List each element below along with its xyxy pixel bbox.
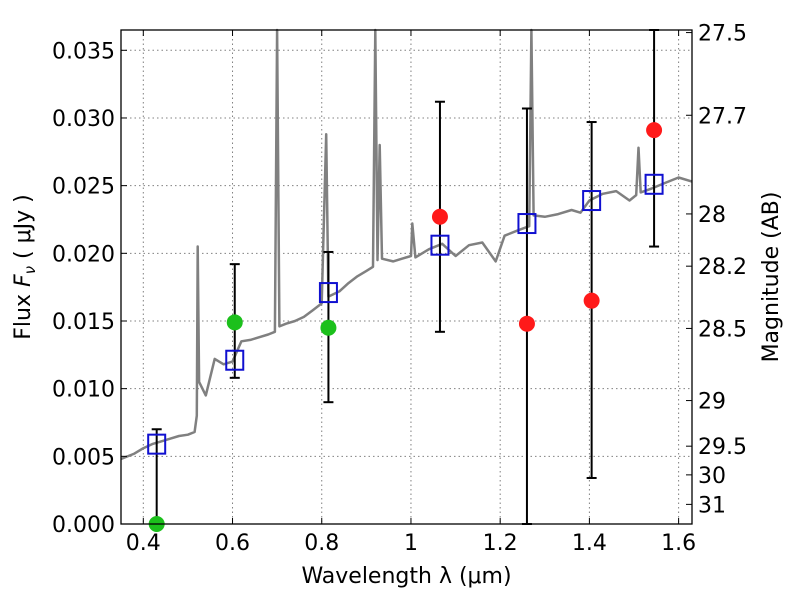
red-data-point [646,122,663,139]
red-data-point [583,292,600,309]
magnitude-tick-label: 29.5 [698,435,747,460]
y-tick-label: 0.025 [52,175,115,200]
magnitude-tick-label: 29 [698,390,726,415]
green-data-point [226,314,243,331]
magnitude-tick-label: 28.5 [698,317,747,342]
grid [121,30,692,525]
x-tick-label: 1.4 [572,531,607,556]
x-tick-label: 0.6 [215,531,250,556]
model-flux-square [582,190,602,212]
magnitude-tick-label: 27.7 [698,104,747,129]
x-tick-label: 0.8 [304,531,339,556]
y-tick-label: 0.000 [52,513,115,538]
magnitude-tick-label: 27.5 [698,22,747,47]
tick-label-layer: 0.4 0.6 0.8 1 1.2 1.4 1.6 0.000 0.005 0.010 0.015 0… [52,22,747,556]
y-tick-label: 0.020 [52,242,115,267]
magnitude-axis-label: Magnitude (AB) [759,192,784,363]
magnitude-tick-label: 28 [698,203,726,228]
y-tick-label: 0.015 [52,310,115,335]
y-axis-label-subscript: ν [21,266,39,274]
y-axis-label-symbol: F [11,274,36,287]
x-tick-label: 1 [404,531,418,556]
y-tick-label: 0.010 [52,378,115,403]
y-axis-label-unit: ( μJy ) [11,194,36,266]
error-bar-layer [151,29,660,525]
magnitude-tick-label: 30 [698,464,726,489]
model-flux-square [430,234,450,256]
magnitude-tick-label: 31 [698,493,726,518]
green-data-point [320,319,337,336]
model-spectrum-layer [120,28,693,461]
magnitude-tick-label: 28.2 [698,255,747,280]
red-data-point [518,315,535,332]
model-spectrum-line [120,28,693,461]
x-tick-label: 0.4 [126,531,161,556]
tick-layer [121,30,692,525]
y-axis-label-main: Flux [11,287,36,340]
y-tick-label: 0.030 [52,107,115,132]
y-tick-label: 0.035 [52,39,115,64]
x-tick-label: 1.6 [661,531,696,556]
model-flux-square [517,213,537,235]
model-flux-square [318,282,338,304]
x-tick-label: 1.2 [483,531,518,556]
x-axis-label: Wavelength λ (μm) [301,564,511,589]
model-flux-square [147,433,167,455]
plot-frame [120,29,693,525]
marker-layer [147,122,664,532]
red-data-point [431,208,448,225]
y-axis-label: Flux Fν ( μJy ) [11,194,39,339]
model-flux-square [225,349,245,371]
model-flux-square [644,173,664,195]
y-tick-label: 0.005 [52,445,115,470]
